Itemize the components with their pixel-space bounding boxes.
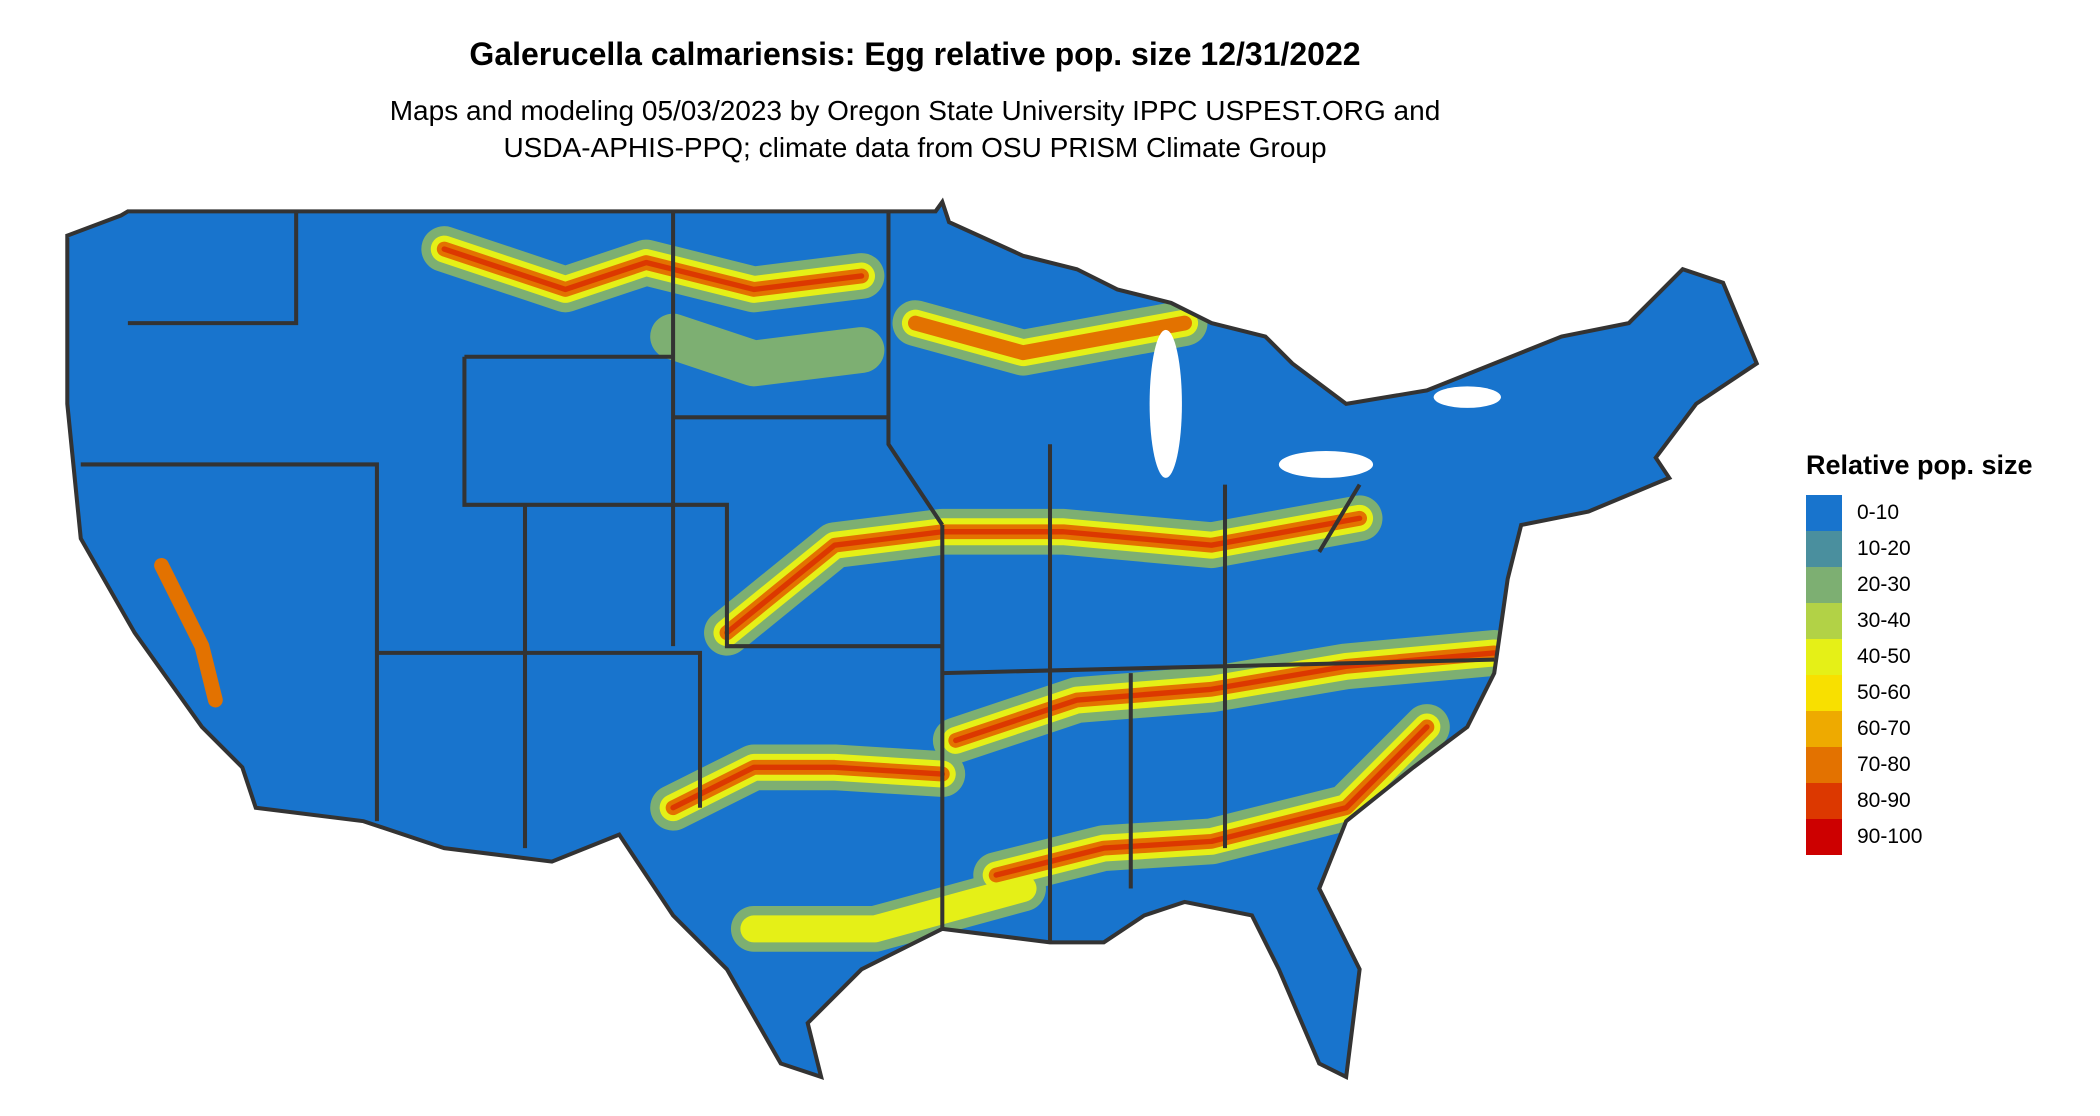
legend-item: 50-60 (1806, 675, 2033, 711)
legend-item: 10-20 (1806, 531, 2033, 567)
legend-title: Relative pop. size (1806, 450, 2033, 480)
legend-label: 50-60 (1857, 681, 1911, 704)
legend-swatch (1806, 567, 1842, 603)
subtitle-line-1: Maps and modeling 05/03/2023 by Oregon S… (389, 95, 1441, 126)
legend-item: 70-80 (1806, 747, 2033, 783)
map-subtitle: Maps and modeling 05/03/2023 by Oregon S… (0, 92, 1830, 166)
state-borders (67, 202, 1756, 1077)
subtitle-line-2: USDA-APHIS-PPQ; climate data from OSU PR… (503, 132, 1327, 163)
legend-swatch (1806, 639, 1842, 675)
legend-label: 40-50 (1857, 645, 1911, 668)
legend-label: 0-10 (1857, 501, 1900, 524)
map-title: Galerucella calmariensis: Egg relative p… (469, 36, 1361, 72)
legend-swatch (1806, 783, 1842, 819)
legend-swatch (1806, 819, 1842, 855)
legend-item: 60-70 (1806, 711, 2033, 747)
legend: Relative pop. size 0-10 10-20 20-30 30-40 40… (1806, 450, 2033, 855)
legend-label: 10-20 (1857, 537, 1911, 560)
legend-swatch (1806, 531, 1842, 567)
legend-label: 90-100 (1857, 825, 1923, 848)
legend-swatch (1806, 603, 1842, 639)
legend-item: 90-100 (1806, 819, 2033, 855)
legend-item: 30-40 (1806, 603, 2033, 639)
legend-swatch (1806, 495, 1842, 531)
legend-label: 70-80 (1857, 753, 1911, 776)
legend-label: 80-90 (1857, 789, 1911, 812)
legend-item: 80-90 (1806, 783, 2033, 819)
legend-swatch (1806, 711, 1842, 747)
legend-label: 20-30 (1857, 573, 1911, 596)
legend-swatch (1806, 675, 1842, 711)
legend-swatch (1806, 747, 1842, 783)
legend-item: 20-30 (1806, 567, 2033, 603)
legend-item: 0-10 (1806, 495, 2033, 531)
great-lakes (1149, 329, 1501, 478)
legend-label: 30-40 (1857, 609, 1911, 632)
legend-item: 40-50 (1806, 639, 2033, 675)
legend-label: 60-70 (1857, 717, 1911, 740)
